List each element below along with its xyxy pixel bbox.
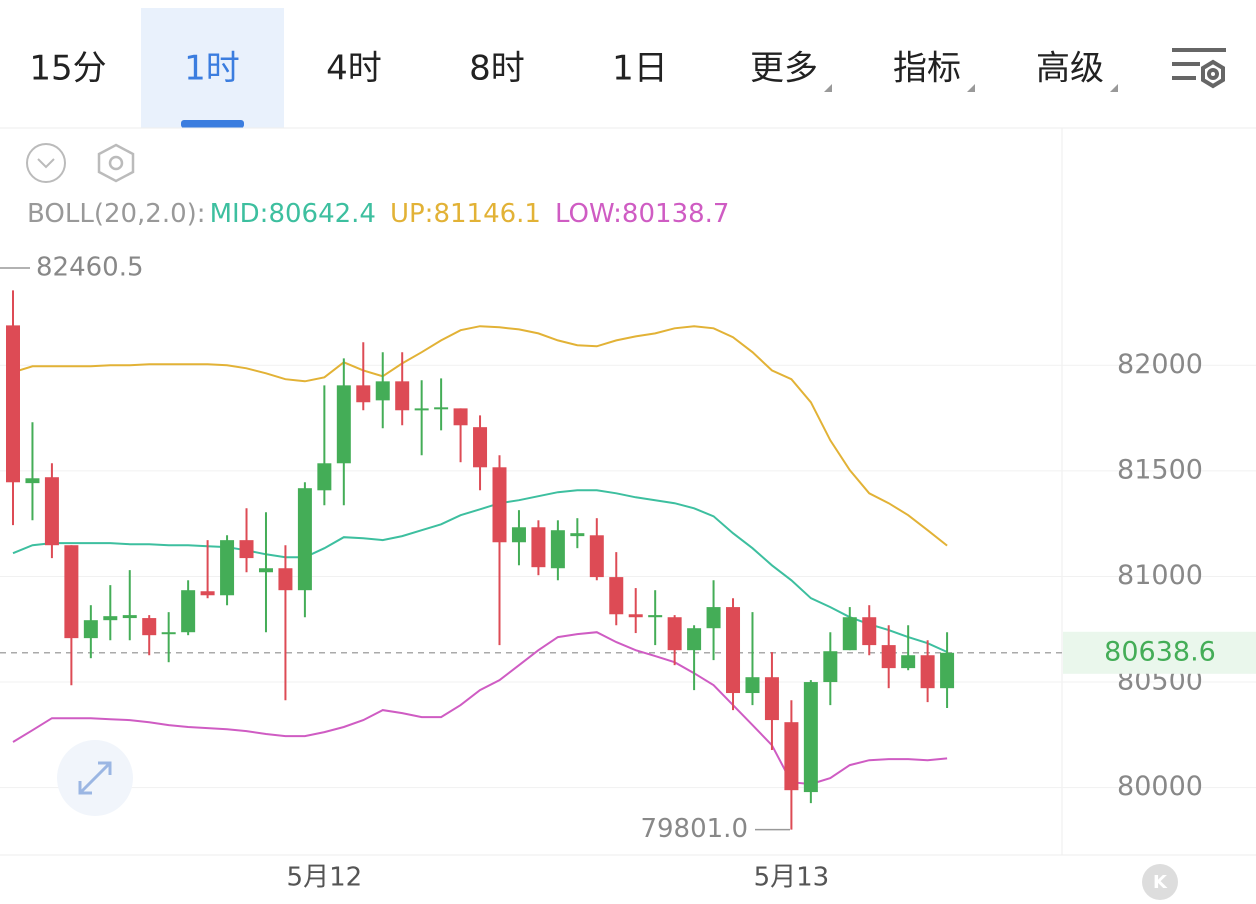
candle-body xyxy=(492,467,507,543)
candle-body xyxy=(823,651,838,683)
candle-body xyxy=(258,568,273,573)
candle-body xyxy=(395,381,410,411)
settings-icon[interactable] xyxy=(1172,48,1226,89)
tab[interactable]: 15分 xyxy=(29,49,106,89)
candle-body xyxy=(103,616,118,621)
candle-body xyxy=(511,527,526,543)
active-tab-bg xyxy=(141,8,284,128)
boll-line xyxy=(12,489,948,653)
y-tick-label: 80000 xyxy=(1117,771,1203,802)
candle-body xyxy=(687,628,702,651)
candle-body xyxy=(609,577,624,615)
candle-body xyxy=(940,652,955,689)
candle-body xyxy=(336,385,351,464)
candle-body xyxy=(706,607,721,629)
candle-body xyxy=(784,722,799,791)
tab[interactable]: 4时 xyxy=(326,49,382,89)
settings-hex-icon[interactable] xyxy=(97,143,135,183)
candle-body xyxy=(628,614,643,618)
candle-body xyxy=(161,632,176,635)
legend-entry: MID:80642.4 xyxy=(210,199,376,229)
dropdown-arrow xyxy=(967,84,975,92)
candle-body xyxy=(297,488,312,591)
legend-entry: BOLL(20,2.0): xyxy=(27,199,206,229)
legend-entry: LOW:80138.7 xyxy=(555,199,729,229)
candle-body xyxy=(842,617,857,651)
boll-line xyxy=(12,325,948,547)
last-price-label: 80638.6 xyxy=(1104,636,1216,667)
legend: BOLL(20,2.0): MID:80642.4 UP:81146.1 LOW:80… xyxy=(27,199,729,229)
x-tick-label: 5月13 xyxy=(754,863,830,893)
candle-body xyxy=(803,682,818,793)
candle-body xyxy=(239,540,254,559)
candle-body xyxy=(901,655,916,669)
candle-body xyxy=(881,645,896,669)
x-tick-label: 5月12 xyxy=(287,863,363,893)
tab[interactable]: 1时 xyxy=(184,49,240,89)
candle-body xyxy=(726,607,741,694)
candle-body xyxy=(25,478,40,484)
candle-body xyxy=(6,325,20,483)
min-marker-label: 79801.0 xyxy=(640,814,748,844)
candle-body xyxy=(531,527,546,568)
y-tick-label: 82000 xyxy=(1117,349,1203,380)
candle-body xyxy=(570,533,585,537)
candle-body xyxy=(453,408,468,426)
tab[interactable]: 1日 xyxy=(612,49,668,89)
candle-body xyxy=(589,535,604,578)
svg-text:K: K xyxy=(1153,872,1168,893)
candle-body xyxy=(220,540,235,596)
dropdown-arrow xyxy=(824,84,832,92)
candle-body xyxy=(862,617,877,646)
collapse-icon[interactable] xyxy=(26,143,66,183)
candle-body xyxy=(122,615,137,619)
candle-body xyxy=(745,677,760,694)
y-tick-label: 81500 xyxy=(1117,454,1203,485)
active-tab-indicator xyxy=(181,120,244,128)
legend-entry: UP:81146.1 xyxy=(390,199,541,229)
dropdown-arrow xyxy=(1110,84,1118,92)
candle-body xyxy=(920,655,935,689)
candle-body xyxy=(200,591,215,596)
tab[interactable]: 8时 xyxy=(469,49,525,89)
candle-body xyxy=(181,590,196,633)
candle-body xyxy=(83,620,98,639)
candle-body xyxy=(317,463,332,491)
candle-body xyxy=(278,568,293,591)
k-button[interactable]: K xyxy=(1142,864,1178,900)
candle-body xyxy=(375,381,390,401)
y-tick-label: 81000 xyxy=(1117,560,1203,591)
candle-body xyxy=(648,615,663,618)
candle-body xyxy=(764,677,779,721)
candle-body xyxy=(356,385,371,403)
candle-body xyxy=(473,427,488,468)
max-marker-label: 82460.5 xyxy=(36,253,144,283)
candle-body xyxy=(414,408,429,411)
expand-button[interactable] xyxy=(57,740,133,816)
candle-body xyxy=(44,477,59,546)
candle-body xyxy=(434,407,449,410)
candle-body xyxy=(142,618,157,636)
tab[interactable]: 高级 xyxy=(1036,49,1104,89)
candle-body xyxy=(64,545,79,639)
candle-body xyxy=(550,530,565,569)
candle-body xyxy=(667,617,682,651)
last-price-box xyxy=(1063,631,1256,674)
tab[interactable]: 更多 xyxy=(750,49,818,89)
tab[interactable]: 指标 xyxy=(893,49,961,89)
